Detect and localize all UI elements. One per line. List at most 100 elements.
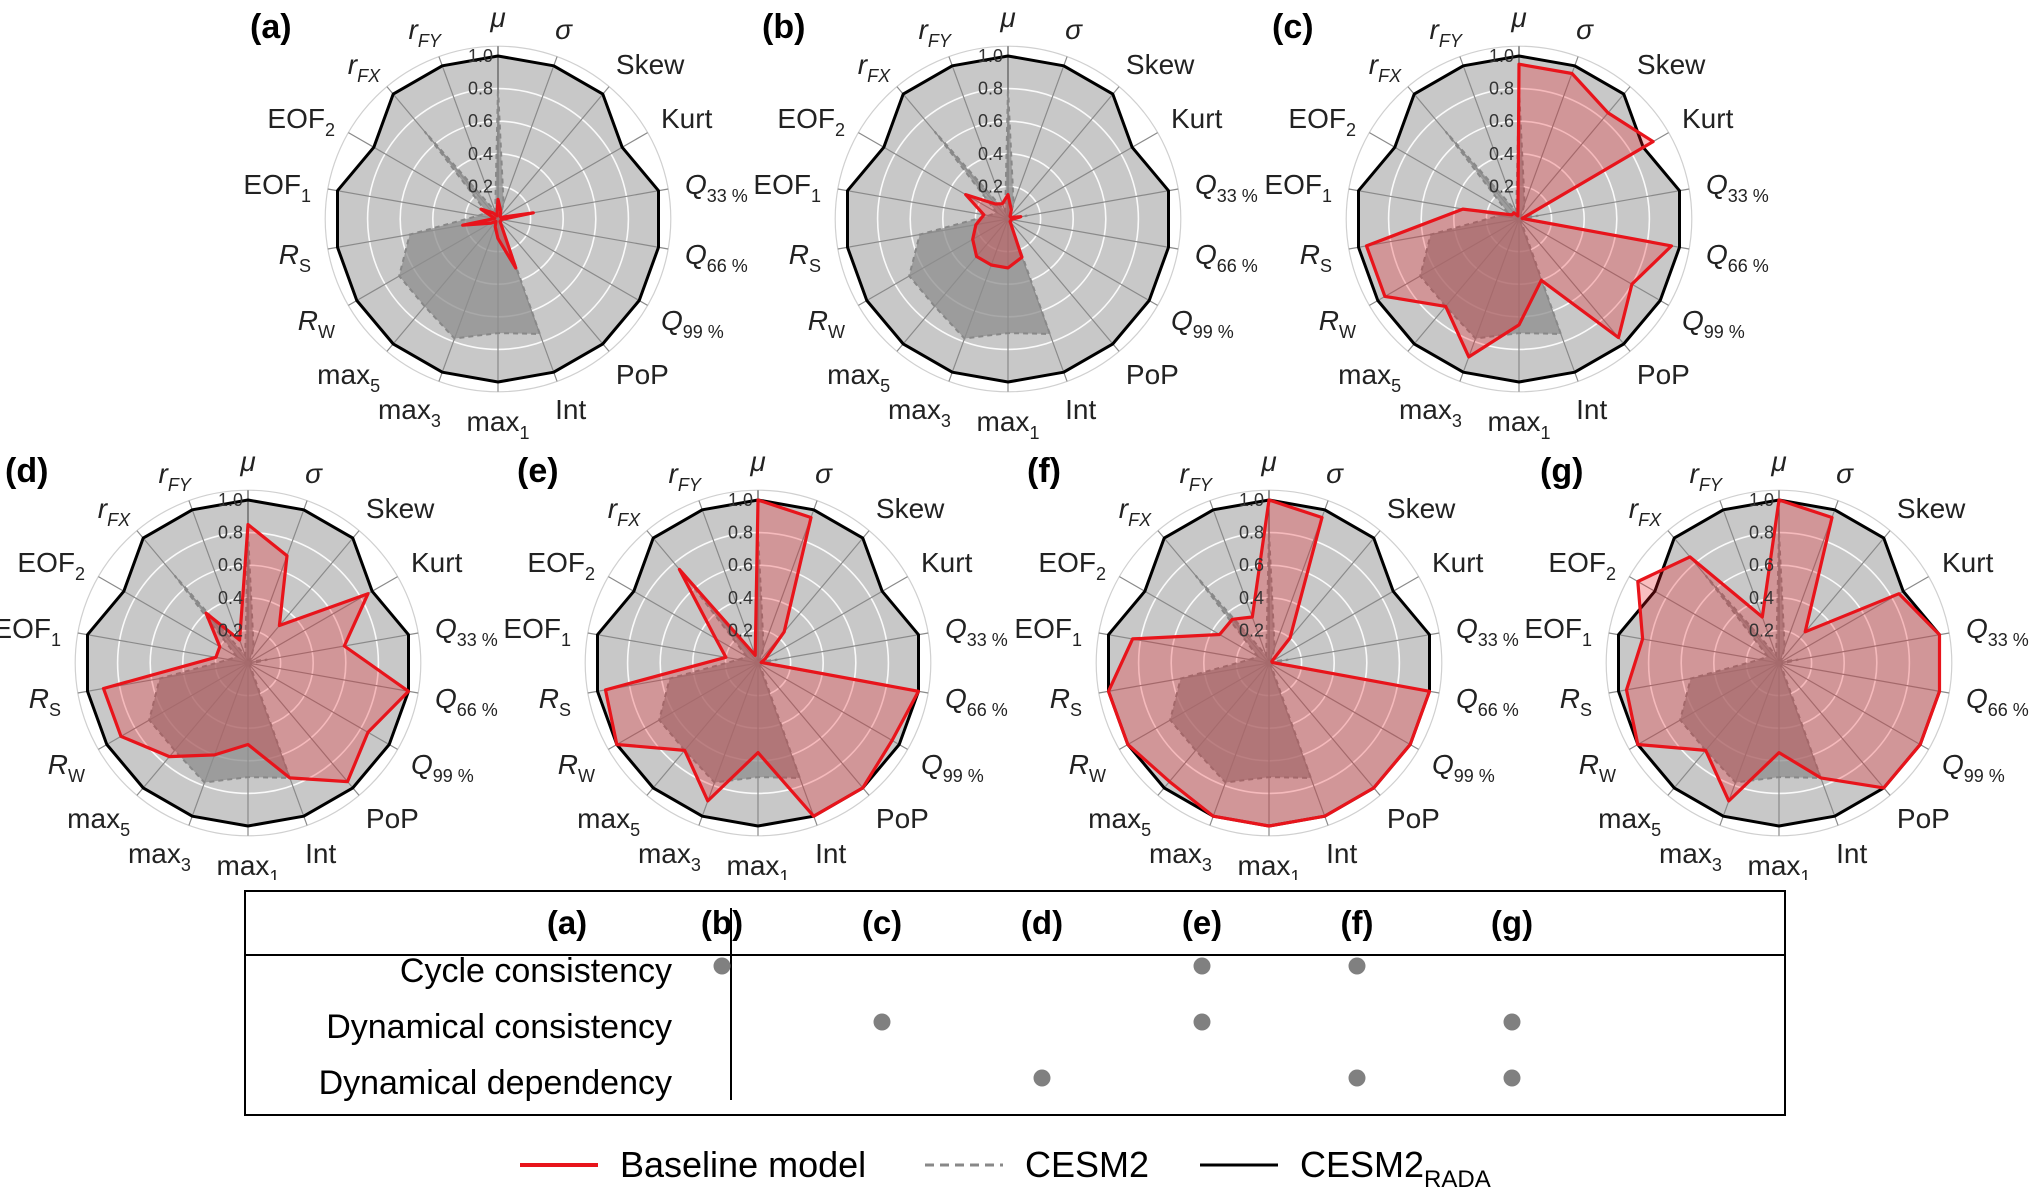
spoke: [1098, 632, 1270, 664]
axis-label: Kurt: [1171, 103, 1223, 134]
axis-label: RW: [1069, 749, 1106, 786]
radar-panel: 0.2 0.4 0.6 0.8 1.0 μ σ Skew Kurt Q33 % Q66 % Q99 %…: [1014, 446, 1518, 880]
axis-label: RS: [1300, 239, 1332, 276]
axis-label: Skew: [366, 493, 435, 524]
axis-label: max3: [1149, 838, 1212, 875]
table-column-header: (e): [1181, 904, 1223, 941]
axis-label: max5: [317, 359, 380, 396]
axis-label: rFY: [919, 14, 953, 51]
spoke: [1518, 188, 1690, 220]
axis-label: μ: [1510, 2, 1526, 33]
baseline-series: [101, 522, 411, 784]
axis-label: μ: [239, 446, 255, 477]
axis-label: RW: [558, 749, 595, 786]
table-dot: [713, 957, 731, 975]
spoke: [497, 86, 610, 220]
table-column-header: (f): [1340, 904, 1374, 941]
baseline-series: [461, 197, 535, 270]
spoke: [1007, 188, 1179, 220]
axis-label: EOF2: [1288, 103, 1356, 140]
spoke: [438, 56, 499, 220]
panel-letter: (c): [1272, 8, 1314, 46]
axis-label: RW: [1319, 305, 1356, 342]
spoke: [757, 662, 870, 796]
axis-label: PoP: [876, 803, 929, 834]
axis-label: RS: [279, 239, 311, 276]
axis-label: μ: [1260, 446, 1276, 477]
axis-label: PoP: [1637, 359, 1690, 390]
radial-tick-label: 0.2: [468, 176, 493, 196]
spoke: [757, 632, 929, 664]
axis-label: max3: [378, 394, 441, 431]
panel-letter: (e): [517, 452, 559, 490]
spoke: [327, 188, 499, 220]
axis-label: Int: [305, 838, 336, 869]
radar-panel: 0.2 0.4 0.6 0.8 1.0 μ σ Skew Kurt Q33 % Q66 % Q99 %…: [243, 2, 747, 443]
table-row-label: Cycle consistency: [399, 952, 672, 990]
axis-label: Int: [555, 394, 586, 425]
radial-tick-label: 0.6: [728, 555, 753, 575]
axis-label: rFX: [1119, 493, 1152, 530]
axis-label: max3: [128, 838, 191, 875]
axis-label: Kurt: [661, 103, 713, 134]
axis-label: μ: [489, 2, 505, 33]
axis-label: rFX: [348, 49, 381, 86]
axis-label: max5: [577, 803, 640, 840]
radial-tick-label: 1.0: [978, 46, 1003, 66]
axis-label: Q99 %: [1682, 305, 1745, 342]
spoke: [1518, 218, 1631, 352]
axis-label: max3: [1399, 394, 1462, 431]
axis-label: EOF1: [1264, 169, 1332, 206]
radial-tick-label: 0.4: [468, 144, 493, 164]
panel-letter: (b): [762, 8, 805, 46]
cesm2-rada-line: [336, 54, 660, 384]
spoke: [247, 530, 360, 664]
spoke: [1268, 632, 1440, 664]
spoke: [247, 662, 398, 750]
axis-label: Q33 %: [1706, 169, 1769, 206]
axis-label: EOF1: [753, 169, 821, 206]
axis-label: Q33 %: [1966, 613, 2029, 650]
radial-tick-label: 1.0: [1239, 490, 1264, 510]
spoke: [1778, 632, 1950, 664]
radar-panel: 0.2 0.4 0.6 0.8 1.0 μ σ Skew Kurt Q33 % Q66 % Q99 %…: [1524, 446, 2028, 880]
radar-panel: 0.2 0.4 0.6 0.8 1.0 μ σ Skew Kurt Q33 % Q66 % Q99 %…: [503, 446, 1007, 880]
axis-label: max3: [638, 838, 701, 875]
spoke: [1007, 86, 1120, 220]
table-dot: [1348, 957, 1366, 975]
spoke: [1209, 500, 1270, 664]
radial-tick-label: 0.2: [1489, 176, 1514, 196]
axis-label: rFX: [98, 493, 131, 530]
radial-tick-label: 1.0: [1749, 490, 1774, 510]
axis-label: EOF1: [243, 169, 311, 206]
axis-label: rFX: [858, 49, 891, 86]
axis-label: max1: [1748, 850, 1811, 880]
axis-label: rFY: [159, 458, 193, 495]
panel-letter: (d): [5, 452, 48, 490]
axis-label: Q66 %: [945, 683, 1008, 720]
radial-tick-label: 1.0: [728, 490, 753, 510]
spoke: [247, 500, 308, 664]
legend-cesm2-label: CESM2: [1025, 1144, 1150, 1185]
table-dot: [1193, 957, 1211, 975]
axis-label: rFY: [1690, 458, 1724, 495]
cesm2-rada-line: [846, 54, 1170, 384]
spoke: [1007, 218, 1179, 250]
radar-panel: 0.2 0.4 0.6 0.8 1.0 μ σ Skew Kurt Q33 % Q66 % Q99 %…: [1264, 2, 1768, 443]
axis-label: μ: [1770, 446, 1786, 477]
radial-tick-label: 0.2: [1239, 620, 1264, 640]
table-column-header: (d): [1020, 904, 1064, 941]
axis-label: max5: [827, 359, 890, 396]
axis-label: Int: [1576, 394, 1607, 425]
axis-label: Kurt: [1942, 547, 1994, 578]
spoke: [698, 500, 759, 664]
axis-label: Kurt: [1432, 547, 1484, 578]
spoke: [1778, 662, 1891, 796]
table-dot: [1033, 1069, 1051, 1087]
axis-label: EOF2: [17, 547, 85, 584]
radial-tick-label: 0.4: [728, 588, 753, 608]
axis-label: Int: [1836, 838, 1867, 869]
spoke: [1268, 662, 1419, 750]
table-dot: [1193, 1013, 1211, 1031]
axis-label: rFX: [1629, 493, 1662, 530]
